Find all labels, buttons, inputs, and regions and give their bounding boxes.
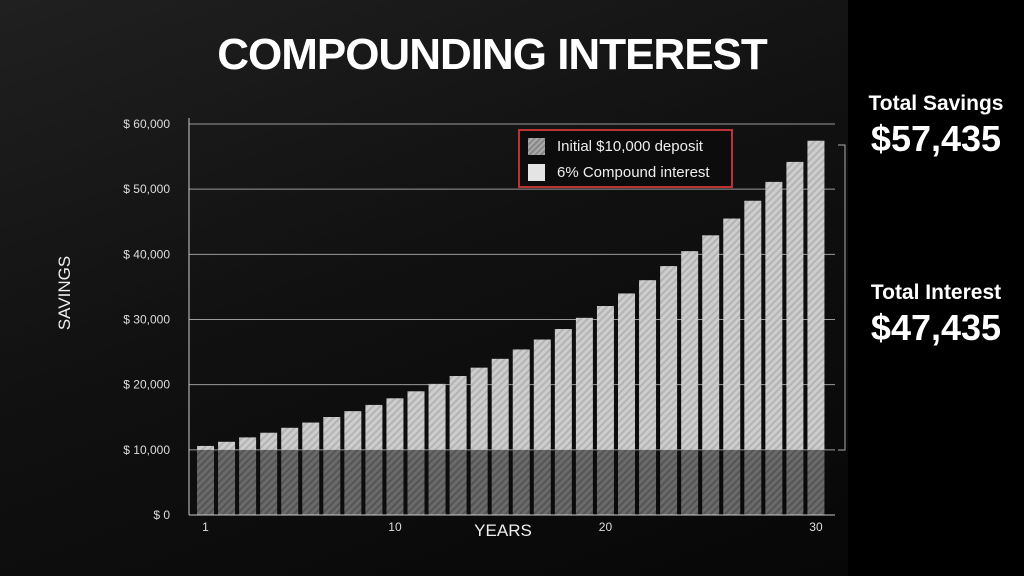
bar-deposit (765, 449, 783, 515)
bar-interest (575, 317, 593, 450)
bar-deposit (323, 449, 341, 515)
legend-label: Initial $10,000 deposit (557, 138, 703, 155)
y-tick-label: $ 20,000 (123, 378, 170, 392)
bar-deposit (386, 449, 404, 515)
bar-deposit (639, 449, 657, 515)
legend-swatch (528, 164, 545, 181)
y-tick-label: $ 10,000 (123, 443, 170, 457)
bar-interest (512, 349, 530, 450)
bar-deposit (260, 449, 278, 515)
bar-interest (765, 181, 783, 450)
bar-interest (533, 339, 551, 450)
bar-deposit (744, 449, 762, 515)
bar-interest (239, 437, 257, 450)
bar-deposit (197, 449, 214, 515)
bar-interest (470, 367, 488, 450)
legend-item-interest: 6% Compound interest (528, 164, 710, 181)
bar-interest (386, 398, 404, 450)
y-tick-label: $ 50,000 (123, 182, 170, 196)
title-text: COMPOUNDING INTEREST (217, 30, 768, 79)
bar-interest (681, 251, 699, 450)
bar-interest (407, 391, 425, 450)
bar-deposit (302, 449, 320, 515)
total-interest: Total Interest $47,435 (848, 281, 1024, 349)
bar-deposit (512, 449, 530, 515)
bar-interest (786, 161, 804, 450)
bar-interest (744, 200, 762, 450)
bar-interest (639, 280, 657, 450)
page-title: COMPOUNDING INTEREST (0, 30, 1024, 80)
bar-interest (660, 266, 678, 450)
bar-interest (428, 383, 446, 450)
bar-deposit (575, 449, 593, 515)
y-tick-label: $ 30,000 (123, 313, 170, 327)
bar-deposit (491, 449, 509, 515)
bar-deposit (554, 449, 572, 515)
bar-deposit (344, 449, 362, 515)
bar-interest (554, 328, 572, 450)
total-savings: Total Savings $57,435 (848, 92, 1024, 160)
total-interest-label: Total Interest (870, 281, 1002, 304)
bar-deposit (428, 449, 446, 515)
bar-interest (807, 140, 825, 450)
total-savings-value: $57,435 (870, 118, 1002, 159)
bar-interest (702, 235, 720, 450)
bar-deposit (365, 449, 383, 515)
legend-label: 6% Compound interest (557, 164, 710, 181)
bar-interest (491, 358, 509, 450)
interest-bracket (838, 144, 846, 451)
x-axis-label: YEARS (474, 521, 532, 540)
x-tick-label: 1 (202, 520, 209, 534)
bar-deposit (239, 449, 257, 515)
bar-deposit (681, 449, 699, 515)
bar-deposit (470, 449, 488, 515)
bar-deposit (702, 449, 720, 515)
bar-deposit (596, 449, 614, 515)
legend-swatch (528, 138, 545, 155)
legend: Initial $10,000 deposit 6% Compound inte… (518, 129, 733, 188)
bar-interest (260, 432, 278, 450)
bar-interest (281, 427, 299, 450)
legend-item-deposit: Initial $10,000 deposit (528, 138, 703, 155)
y-tick-label: $ 0 (153, 508, 170, 522)
bar-interest (365, 404, 383, 450)
bar-interest (344, 411, 362, 450)
bar-deposit (660, 449, 678, 515)
x-tick-label: 10 (388, 520, 402, 534)
bar-deposit (786, 449, 804, 515)
bar-interest (323, 417, 341, 450)
bar-interest (596, 306, 614, 450)
bar-interest (302, 422, 320, 450)
x-tick-label: 30 (809, 520, 823, 534)
y-axis-label: SAVINGS (55, 256, 74, 330)
bar-deposit (407, 449, 425, 515)
y-tick-label: $ 60,000 (123, 117, 170, 131)
y-tick-label: $ 40,000 (123, 247, 170, 261)
bar-interest (618, 293, 635, 450)
total-savings-label: Total Savings (868, 92, 1004, 115)
bar-deposit (218, 449, 236, 515)
bar-deposit (533, 449, 551, 515)
bar-interest (197, 445, 214, 450)
bar-deposit (618, 449, 635, 515)
bar-interest (723, 218, 741, 450)
x-tick-label: 20 (599, 520, 613, 534)
bar-deposit (281, 449, 299, 515)
bar-interest (218, 441, 236, 450)
bar-deposit (449, 449, 467, 515)
total-interest-value: $47,435 (870, 307, 1002, 348)
bar-deposit (723, 449, 741, 515)
bar-deposit (807, 449, 825, 515)
bar-interest (449, 376, 467, 450)
